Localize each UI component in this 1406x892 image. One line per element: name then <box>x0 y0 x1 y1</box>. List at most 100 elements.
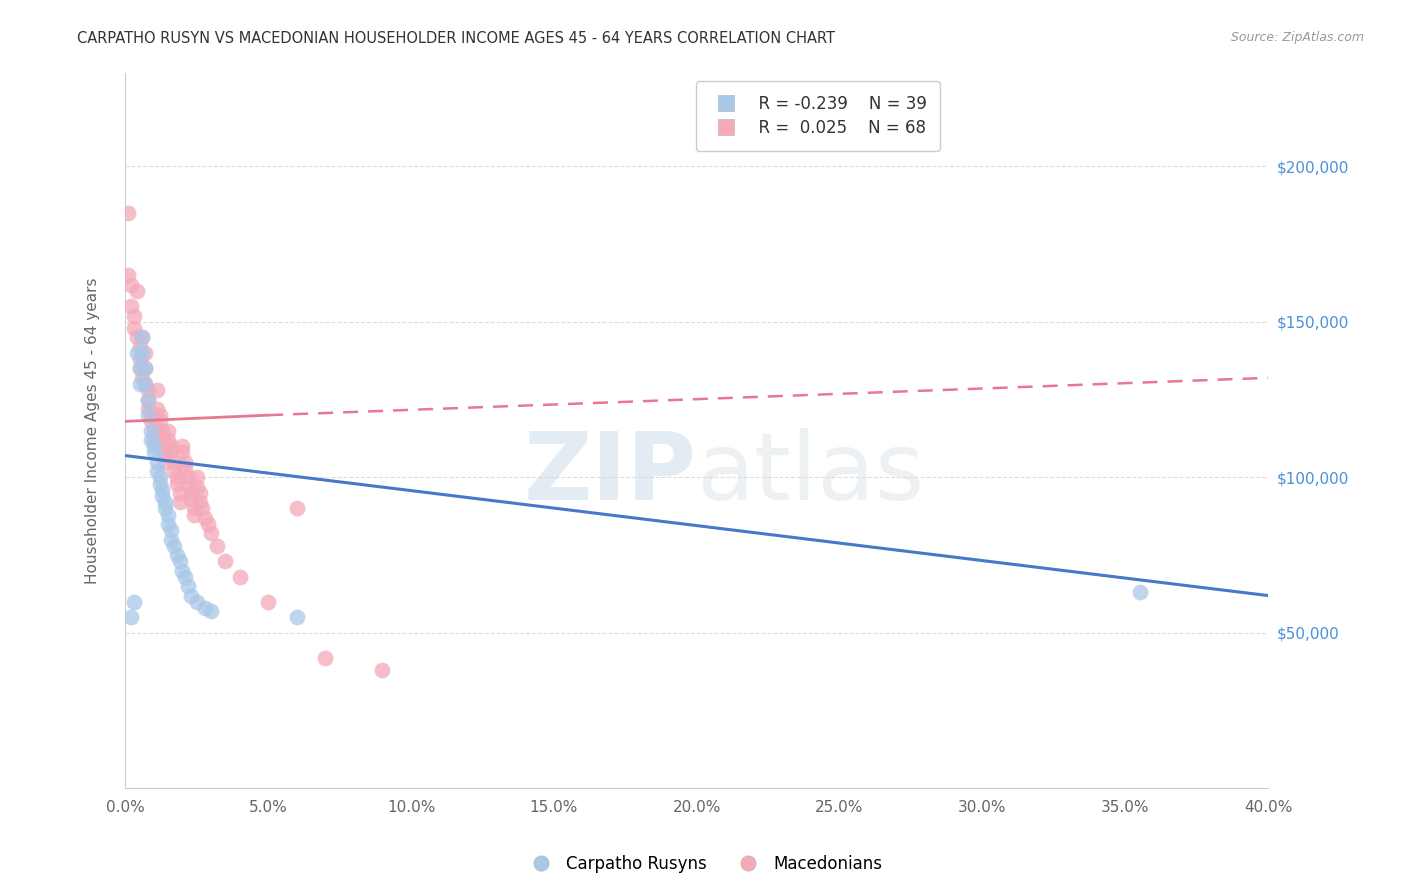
Point <box>169 495 191 509</box>
Point <box>120 610 142 624</box>
Point <box>200 526 222 541</box>
Point <box>120 277 142 292</box>
Point <box>191 501 214 516</box>
Point <box>174 455 197 469</box>
Point <box>152 483 174 497</box>
Point <box>155 495 177 509</box>
Point <box>183 501 205 516</box>
Point <box>131 330 153 344</box>
Point <box>186 595 208 609</box>
Point <box>163 464 186 478</box>
Point <box>180 486 202 500</box>
Point <box>131 371 153 385</box>
Point <box>128 352 150 367</box>
Point <box>152 439 174 453</box>
Point <box>160 445 183 459</box>
Point <box>125 284 148 298</box>
Point <box>152 489 174 503</box>
Point <box>177 476 200 491</box>
Point <box>139 408 162 422</box>
Text: CARPATHO RUSYN VS MACEDONIAN HOUSEHOLDER INCOME AGES 45 - 64 YEARS CORRELATION C: CARPATHO RUSYN VS MACEDONIAN HOUSEHOLDER… <box>77 31 835 46</box>
Text: ZIP: ZIP <box>524 427 697 520</box>
Point <box>186 480 208 494</box>
Point <box>157 424 180 438</box>
Point <box>149 414 172 428</box>
Point <box>136 384 159 398</box>
Point <box>314 650 336 665</box>
Point <box>205 539 228 553</box>
Point <box>136 408 159 422</box>
Point <box>183 508 205 522</box>
Point <box>200 604 222 618</box>
Point <box>157 516 180 531</box>
Point <box>257 595 280 609</box>
Point <box>186 470 208 484</box>
Point <box>188 495 211 509</box>
Point <box>139 433 162 447</box>
Point <box>371 663 394 677</box>
Point <box>136 392 159 407</box>
Text: atlas: atlas <box>697 427 925 520</box>
Point <box>169 486 191 500</box>
Point <box>142 426 165 441</box>
Point <box>163 455 186 469</box>
Point <box>180 492 202 507</box>
Point <box>157 433 180 447</box>
Point <box>142 445 165 459</box>
Point <box>169 554 191 568</box>
Point <box>125 346 148 360</box>
Point <box>188 486 211 500</box>
Point <box>177 470 200 484</box>
Point <box>285 501 308 516</box>
Point <box>128 377 150 392</box>
Point <box>134 361 156 376</box>
Point <box>160 439 183 453</box>
Point <box>142 439 165 453</box>
Point <box>194 601 217 615</box>
Point <box>155 455 177 469</box>
Point <box>128 361 150 376</box>
Point <box>149 408 172 422</box>
Point <box>134 377 156 392</box>
Point <box>174 461 197 475</box>
Point <box>136 401 159 416</box>
Point <box>128 361 150 376</box>
Point <box>163 539 186 553</box>
Point <box>145 455 167 469</box>
Text: Source: ZipAtlas.com: Source: ZipAtlas.com <box>1230 31 1364 45</box>
Point <box>117 206 139 220</box>
Point <box>1128 585 1150 599</box>
Y-axis label: Householder Income Ages 45 - 64 years: Householder Income Ages 45 - 64 years <box>86 277 100 584</box>
Point <box>145 401 167 416</box>
Point <box>166 470 188 484</box>
Point <box>214 554 236 568</box>
Point <box>172 439 194 453</box>
Point <box>149 476 172 491</box>
Point <box>145 464 167 478</box>
Point <box>122 321 145 335</box>
Point <box>157 508 180 522</box>
Point <box>228 570 250 584</box>
Point <box>160 523 183 537</box>
Point <box>125 330 148 344</box>
Point <box>180 589 202 603</box>
Point <box>122 309 145 323</box>
Point <box>197 516 219 531</box>
Point <box>194 511 217 525</box>
Point <box>155 501 177 516</box>
Legend:   R = -0.239    N = 39,   R =  0.025    N = 68: R = -0.239 N = 39, R = 0.025 N = 68 <box>696 81 939 151</box>
Point <box>152 424 174 438</box>
Point <box>134 361 156 376</box>
Point <box>172 445 194 459</box>
Point <box>166 476 188 491</box>
Point <box>166 548 188 562</box>
Point <box>128 340 150 354</box>
Point <box>172 564 194 578</box>
Point <box>152 430 174 444</box>
Point <box>149 470 172 484</box>
Point <box>160 533 183 547</box>
Point <box>117 268 139 282</box>
Point <box>120 299 142 313</box>
Point <box>155 445 177 459</box>
Point <box>177 579 200 593</box>
